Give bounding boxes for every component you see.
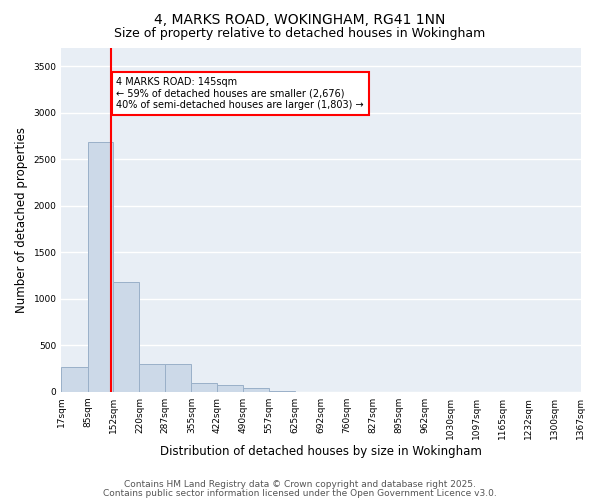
Bar [217,386,243,392]
Text: Contains HM Land Registry data © Crown copyright and database right 2025.: Contains HM Land Registry data © Crown c… [124,480,476,489]
Bar [165,364,191,392]
Bar [61,367,88,392]
Text: 4 MARKS ROAD: 145sqm
← 59% of detached houses are smaller (2,676)
40% of semi-de: 4 MARKS ROAD: 145sqm ← 59% of detached h… [116,78,364,110]
Text: Contains public sector information licensed under the Open Government Licence v3: Contains public sector information licen… [103,488,497,498]
Y-axis label: Number of detached properties: Number of detached properties [15,126,28,312]
Bar [139,364,165,392]
X-axis label: Distribution of detached houses by size in Wokingham: Distribution of detached houses by size … [160,444,482,458]
Text: Size of property relative to detached houses in Wokingham: Size of property relative to detached ho… [115,28,485,40]
Bar [191,382,217,392]
Bar [243,388,269,392]
Bar [88,142,113,392]
Bar [113,282,139,392]
Text: 4, MARKS ROAD, WOKINGHAM, RG41 1NN: 4, MARKS ROAD, WOKINGHAM, RG41 1NN [154,12,446,26]
